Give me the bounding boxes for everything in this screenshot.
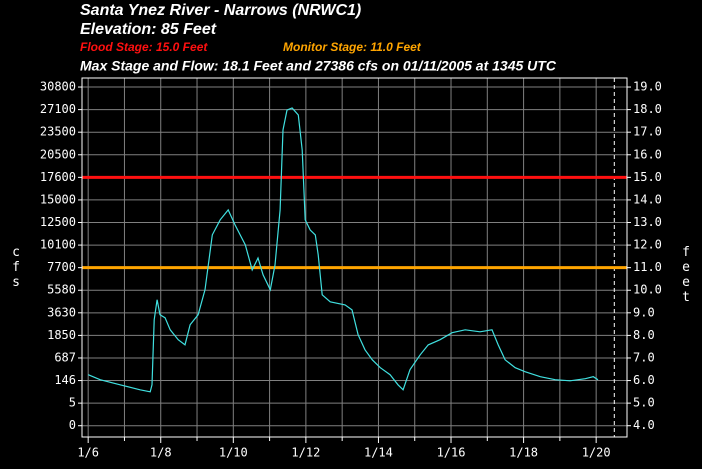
x-tick-label: 1/14 [364,446,393,460]
y2-tick-label: 17.0 [633,125,662,139]
y-tick-label: 1850 [47,328,76,342]
y2-tick-label: 13.0 [633,215,662,229]
y-tick-label: 10100 [40,238,76,252]
x-tick-label: 1/16 [437,446,466,460]
y-tick-label: 687 [54,350,76,364]
y2-axis-label: feet [679,245,694,305]
x-tick-label: 1/6 [77,446,99,460]
y-tick-label: 27100 [40,102,76,116]
y-tick-label: 17600 [40,170,76,184]
y-axis-label: cfs [9,245,24,290]
y-tick-label: 5 [69,396,76,410]
chart-subtitle: Elevation: 85 Feet [80,21,217,38]
y-tick-label: 146 [54,373,76,387]
x-tick-label: 1/10 [219,446,248,460]
y2-tick-label: 6.0 [633,373,655,387]
threshold-label: Flood Stage: 15.0 Feet [80,40,208,54]
y2-tick-label: 8.0 [633,328,655,342]
y-tick-label: 15000 [40,192,76,206]
x-tick-label: 1/12 [291,446,320,460]
chart-title: Santa Ynez River - Narrows (NRWC1) [80,2,361,19]
x-tick-label: 1/18 [509,446,538,460]
y-tick-label: 5580 [47,283,76,297]
y-tick-label: 3630 [47,305,76,319]
max-text: Max Stage and Flow: 18.1 Feet and 27386 … [80,58,557,74]
y2-tick-label: 9.0 [633,305,655,319]
plot-frame [81,77,628,438]
y2-tick-label: 14.0 [633,192,662,206]
y2-tick-label: 5.0 [633,396,655,410]
x-tick-label: 1/8 [150,446,172,460]
y2-tick-label: 10.0 [633,283,662,297]
y-tick-label: 0 [69,418,76,432]
y-tick-label: 7700 [47,260,76,274]
y-tick-label: 30800 [40,80,76,94]
y2-tick-label: 12.0 [633,238,662,252]
y2-tick-label: 7.0 [633,350,655,364]
y2-tick-label: 18.0 [633,102,662,116]
y2-tick-label: 16.0 [633,147,662,161]
y-tick-label: 20500 [40,147,76,161]
y2-tick-label: 19.0 [633,80,662,94]
data-line [87,107,599,393]
y2-tick-label: 15.0 [633,170,662,184]
x-tick-label: 1/20 [582,446,611,460]
threshold-label: Monitor Stage: 11.0 Feet [283,40,422,54]
y2-tick-label: 11.0 [633,260,662,274]
y2-tick-label: 4.0 [633,418,655,432]
y-tick-label: 12500 [40,215,76,229]
y-tick-label: 23500 [40,125,76,139]
